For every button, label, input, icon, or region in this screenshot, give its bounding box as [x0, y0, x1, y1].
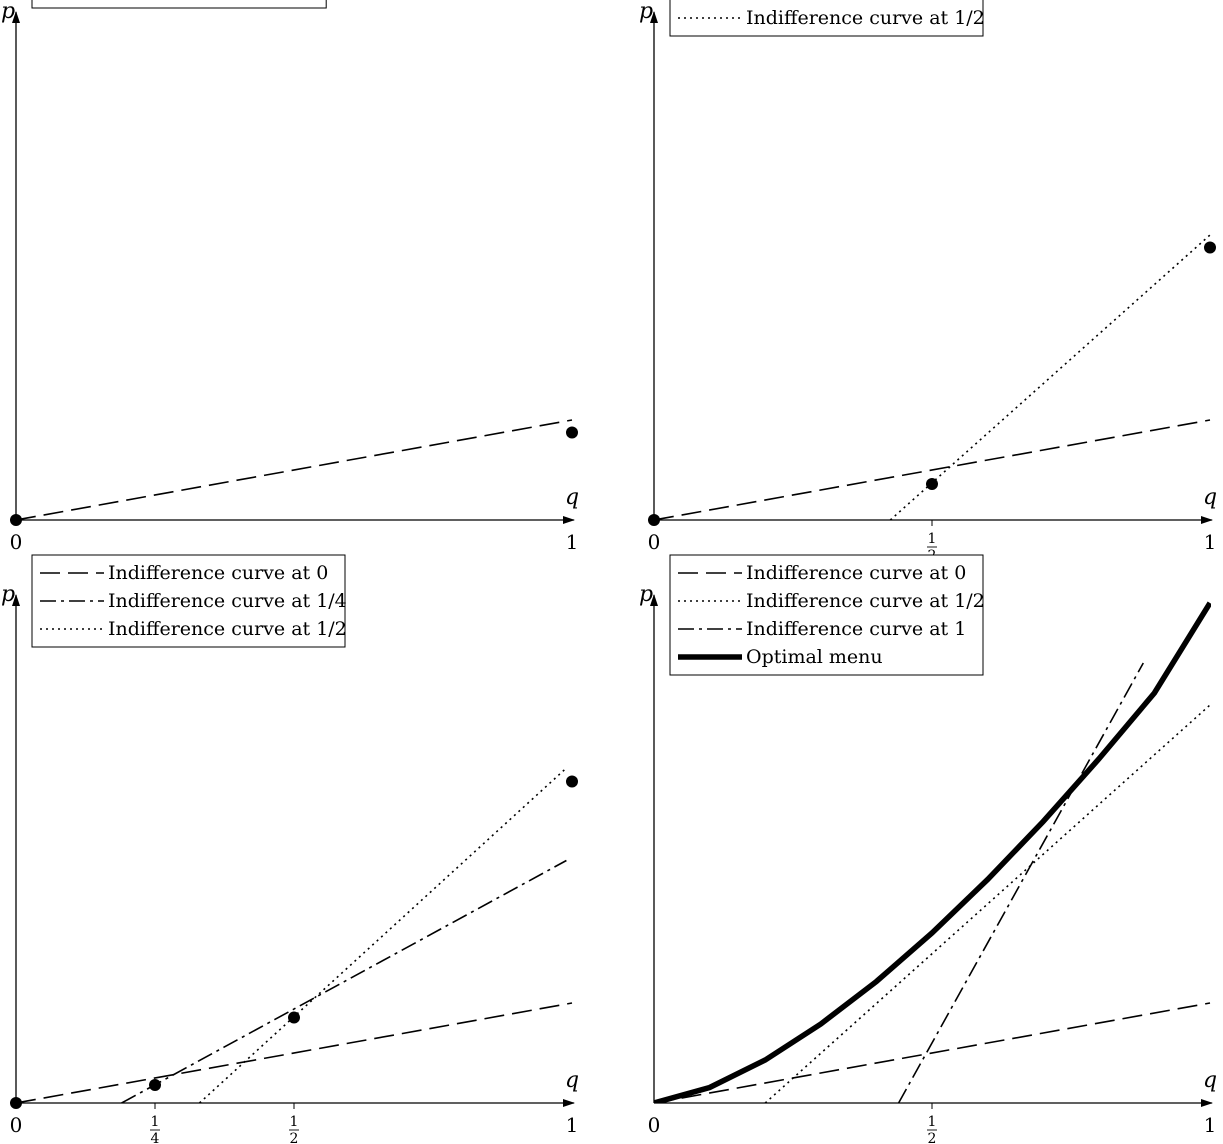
- x-tick-denominator: 4: [151, 1131, 160, 1144]
- y-axis-label: p: [1, 582, 15, 607]
- series-group: [654, 601, 1211, 1103]
- x-tick-label: 0: [648, 530, 661, 554]
- legend-label-1: Indifference curve at 0: [746, 0, 966, 1]
- legend-label-3: Indifference curve at 1: [746, 618, 966, 640]
- x-tick-label: 1: [566, 1113, 579, 1137]
- legend-label-4: Optimal menu: [746, 646, 883, 668]
- legend: Indifference curve at 0 Indifference curv…: [31, 554, 347, 648]
- series-group: [16, 419, 573, 520]
- data-point: [566, 775, 578, 788]
- series-line-2: [121, 859, 567, 1103]
- legend-label-1: Indifference curve at 0: [108, 562, 328, 584]
- series-line-1: [654, 419, 1211, 520]
- x-tick-label: 0: [648, 1113, 661, 1137]
- series-line-1: [16, 419, 573, 520]
- series-group: [654, 234, 1211, 520]
- series-line-3: [897, 662, 1144, 1103]
- series-line-1: [16, 1002, 573, 1103]
- x-tick-label: 0: [10, 1113, 23, 1137]
- x-tick-numerator: 1: [290, 1114, 299, 1130]
- legend-label-3: Indifference curve at 1/2: [108, 618, 347, 640]
- legend: Indifference curve at 0: [31, 0, 328, 9]
- legend-label-2: Indifference curve at 1/4: [108, 590, 347, 612]
- legend-label-1: Indifference curve at 0: [108, 0, 328, 1]
- y-axis-label: p: [639, 582, 653, 607]
- x-tick-denominator: 2: [290, 1131, 299, 1144]
- y-axis-label: p: [639, 0, 653, 24]
- series-group: [16, 767, 573, 1103]
- legend-box: [31, 0, 327, 9]
- series-line-3: [198, 767, 567, 1103]
- x-tick-denominator: 2: [928, 1131, 937, 1144]
- x-axis-label: q: [565, 485, 579, 510]
- x-tick-numerator: 1: [151, 1114, 160, 1130]
- legend-label-2: Indifference curve at 1/2: [746, 7, 985, 29]
- data-point: [566, 426, 578, 439]
- chart-panel-1: q p 0 1 Indifference curve at 0: [1, 0, 579, 554]
- x-tick-label: 1: [566, 530, 579, 554]
- legend-label-1: Indifference curve at 0: [746, 562, 966, 584]
- data-point: [1204, 241, 1216, 254]
- x-axis-label: q: [1203, 1068, 1217, 1093]
- x-tick-label: 1: [1204, 530, 1217, 554]
- x-tick-numerator: 1: [928, 531, 937, 547]
- data-point: [149, 1079, 161, 1091]
- x-tick-label: 0: [10, 530, 23, 554]
- legend: Indifference curve at 0 Indifference curv…: [669, 0, 985, 37]
- series-line-1: [654, 1002, 1211, 1103]
- x-tick-numerator: 1: [928, 1114, 937, 1130]
- series-line-2: [889, 234, 1211, 520]
- x-axis-label: q: [1203, 485, 1217, 510]
- data-point: [10, 1097, 22, 1109]
- x-axis-label: q: [565, 1068, 579, 1093]
- data-point: [926, 478, 938, 490]
- x-tick-label: 1: [1204, 1113, 1217, 1137]
- legend-box: [669, 0, 984, 37]
- data-point: [10, 514, 22, 526]
- series-line-4: [654, 601, 1211, 1103]
- data-point: [288, 1011, 300, 1024]
- legend-label-2: Indifference curve at 1/2: [746, 590, 985, 612]
- data-point: [648, 514, 660, 526]
- y-axis-label: p: [1, 0, 15, 24]
- legend: Indifference curve at 0 Indifference curv…: [669, 554, 985, 676]
